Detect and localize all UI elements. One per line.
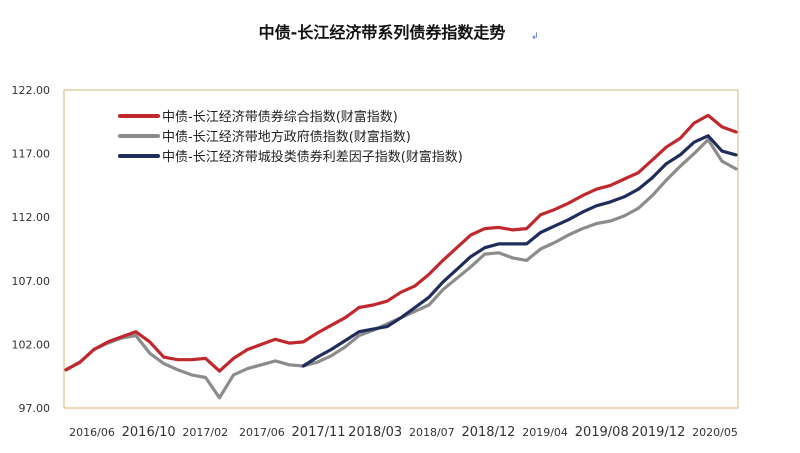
plot-area — [63, 89, 739, 409]
y-tick-label: 122.00 — [12, 84, 51, 97]
y-tick-label: 107.00 — [12, 275, 51, 288]
y-tick-label: 97.00 — [19, 402, 51, 415]
x-tick-label: 2016/10 — [122, 425, 176, 440]
x-tick-label: 2018/07 — [409, 426, 455, 439]
legend-label: 中债-长江经济带债券综合指数(财富指数) — [162, 109, 398, 125]
x-tick-label: 2018/03 — [348, 425, 402, 440]
title-mark: ↲ — [531, 32, 539, 42]
y-tick-label: 102.00 — [12, 338, 51, 351]
y-tick-label: 112.00 — [12, 211, 51, 224]
legend: 中债-长江经济带债券综合指数(财富指数) 中债-长江经济带地方政府债指数(财富指数… — [118, 109, 463, 165]
x-tick-label: 2019/12 — [631, 425, 685, 440]
x-tick-label: 2016/06 — [69, 426, 115, 439]
series-line — [301, 134, 738, 368]
series-line — [64, 113, 738, 373]
chart-title: 中债-长江经济带系列债券指数走势 — [259, 23, 506, 42]
x-tick-label: 2018/12 — [461, 425, 515, 440]
legend-label: 中债-长江经济带城投类债券利差因子指数(财富指数) — [162, 149, 463, 165]
x-tick-label: 2017/02 — [182, 426, 228, 439]
x-tick-label: 2017/06 — [239, 426, 285, 439]
x-tick-label: 2017/11 — [292, 425, 346, 440]
x-tick-label: 2019/08 — [575, 425, 629, 440]
series-layer — [64, 113, 738, 400]
x-tick-label: 2019/04 — [522, 426, 568, 439]
legend-label: 中债-长江经济带地方政府债指数(财富指数) — [162, 129, 411, 145]
y-axis: 97.00 102.00 107.00 112.00 117.00 122.00 — [12, 84, 51, 415]
y-tick-label: 117.00 — [12, 148, 51, 161]
x-tick-label: 2020/05 — [692, 426, 738, 439]
x-axis: 2016/06 2016/10 2017/02 2017/06 2017/11 2018/… — [69, 425, 738, 440]
